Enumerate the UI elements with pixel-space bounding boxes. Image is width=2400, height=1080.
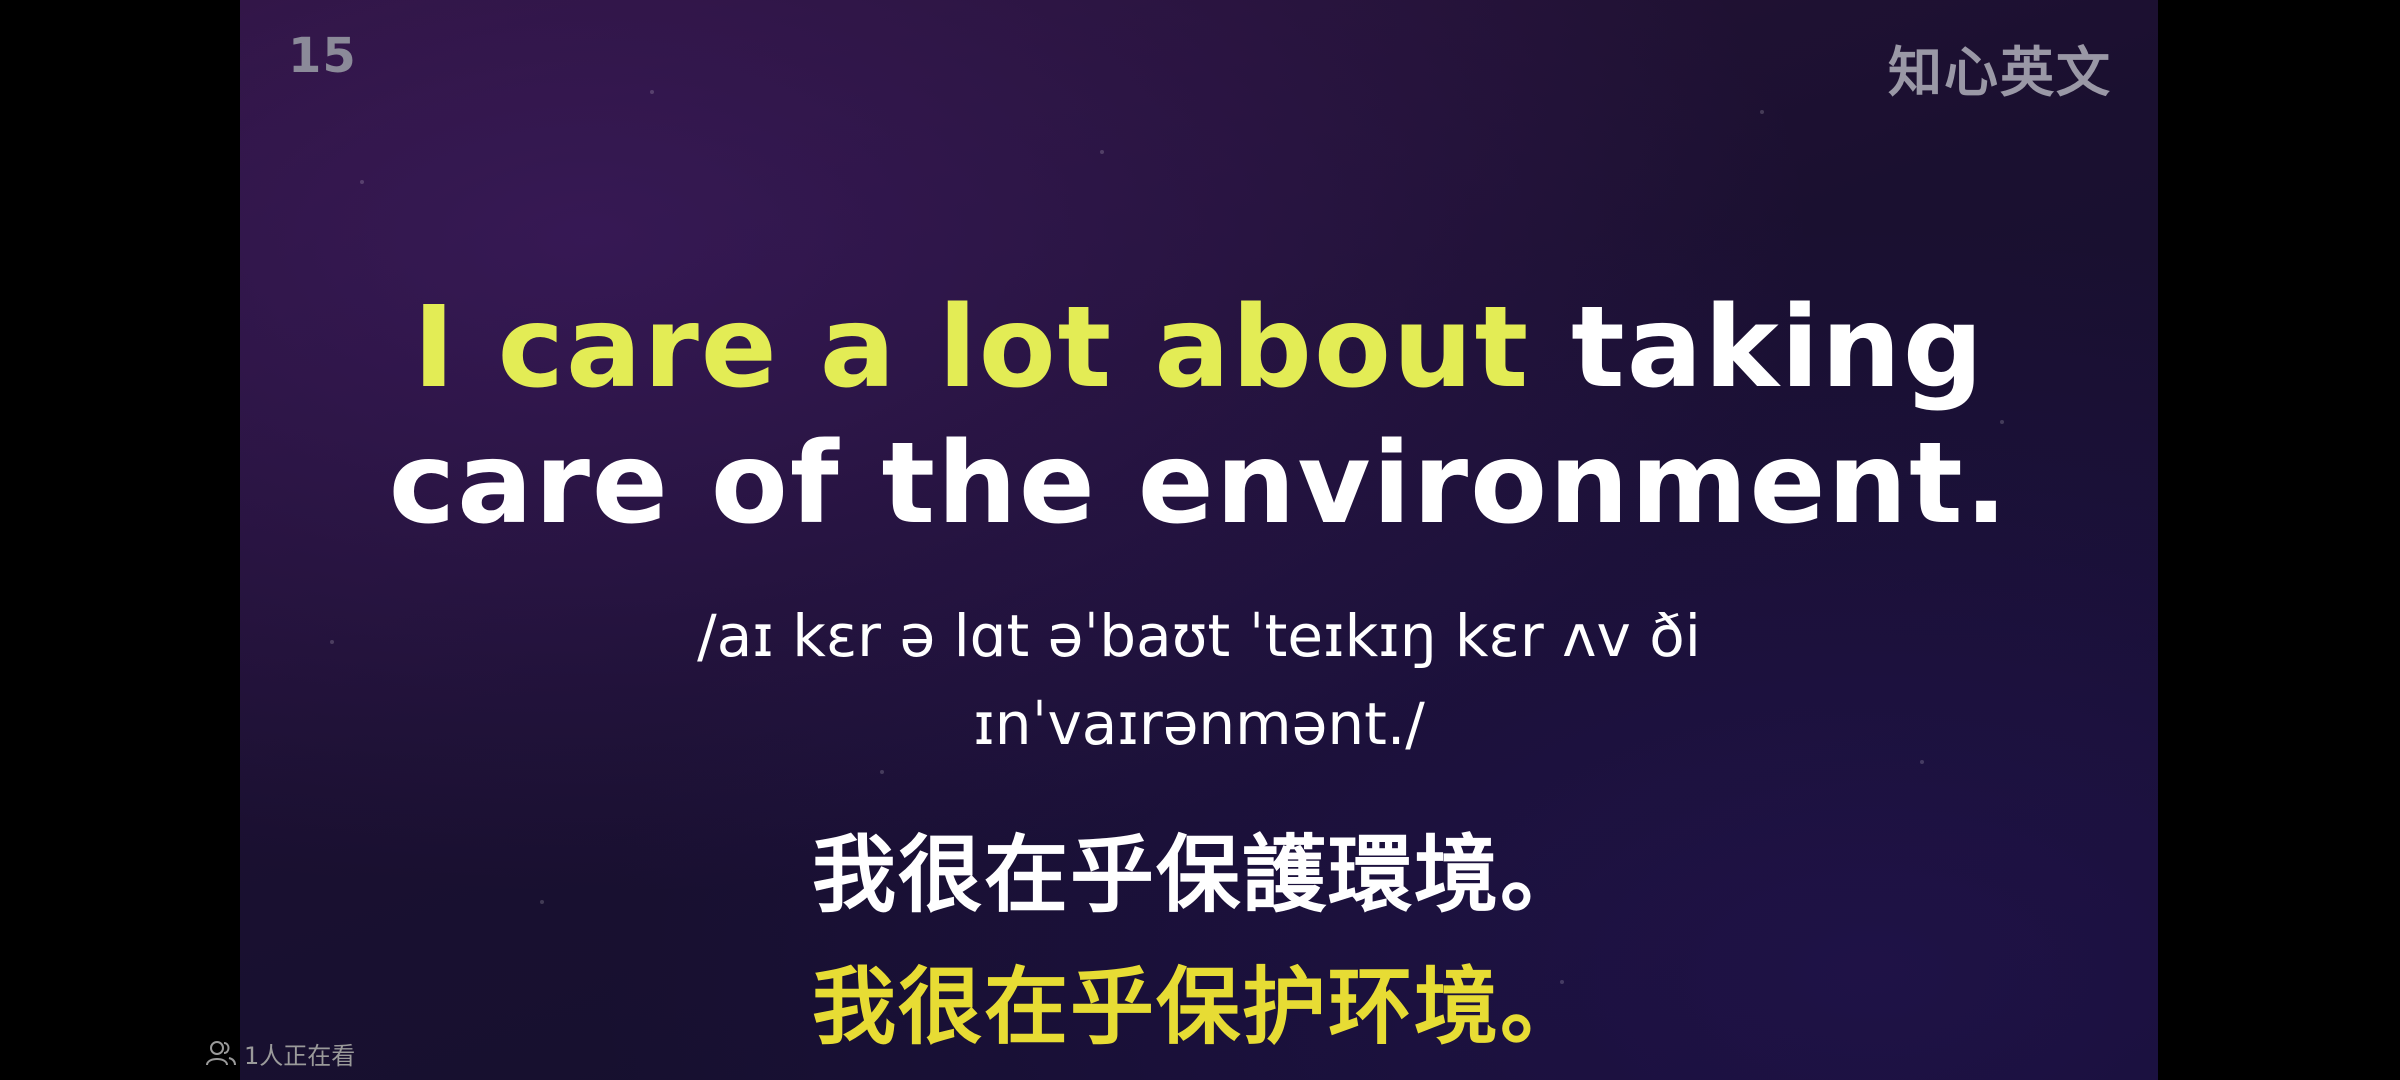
video-frame[interactable]: 15 知心英文 I care a lot about taking care o… [240,0,2158,1080]
chinese-traditional-translation: 我很在乎保護環境。 [811,826,1586,924]
phonetic-transcription: /aɪ kɛr ə lɑt əˈbaʊt ˈteɪkɪŋ kɛr ʌv ði ɪ… [240,592,2158,768]
phonetic-line2: ɪnˈvaɪrənmənt./ [973,690,1425,758]
background-speck [330,640,334,644]
background-speck [1100,150,1104,154]
english-highlighted-phrase: I care a lot about [412,283,1531,413]
background-speck [1920,760,1924,764]
background-speck [540,900,544,904]
background-speck [2000,420,2004,424]
viewer-count-text: 1人正在看 [244,1041,356,1070]
english-sentence-rest: taking [1530,283,1986,413]
english-sentence-line2: care of the environment. [388,419,2010,549]
phonetic-line1: /aɪ kɛr ə lɑt əˈbaʊt ˈteɪkɪŋ kɛr ʌv ði [697,602,1701,670]
episode-number: 15 [288,28,357,84]
english-sentence: I care a lot about taking care of the en… [240,280,2158,552]
viewer-count: 1人正在看 [206,1036,355,1070]
chinese-simplified-translation: 我很在乎保护环境。 [811,958,1586,1056]
background-speck [880,770,884,774]
background-speck [360,180,364,184]
background-speck [1560,980,1564,984]
background-speck [1760,110,1764,114]
people-icon [206,1040,236,1066]
channel-watermark: 知心英文 [1888,41,2112,104]
background-speck [650,90,654,94]
